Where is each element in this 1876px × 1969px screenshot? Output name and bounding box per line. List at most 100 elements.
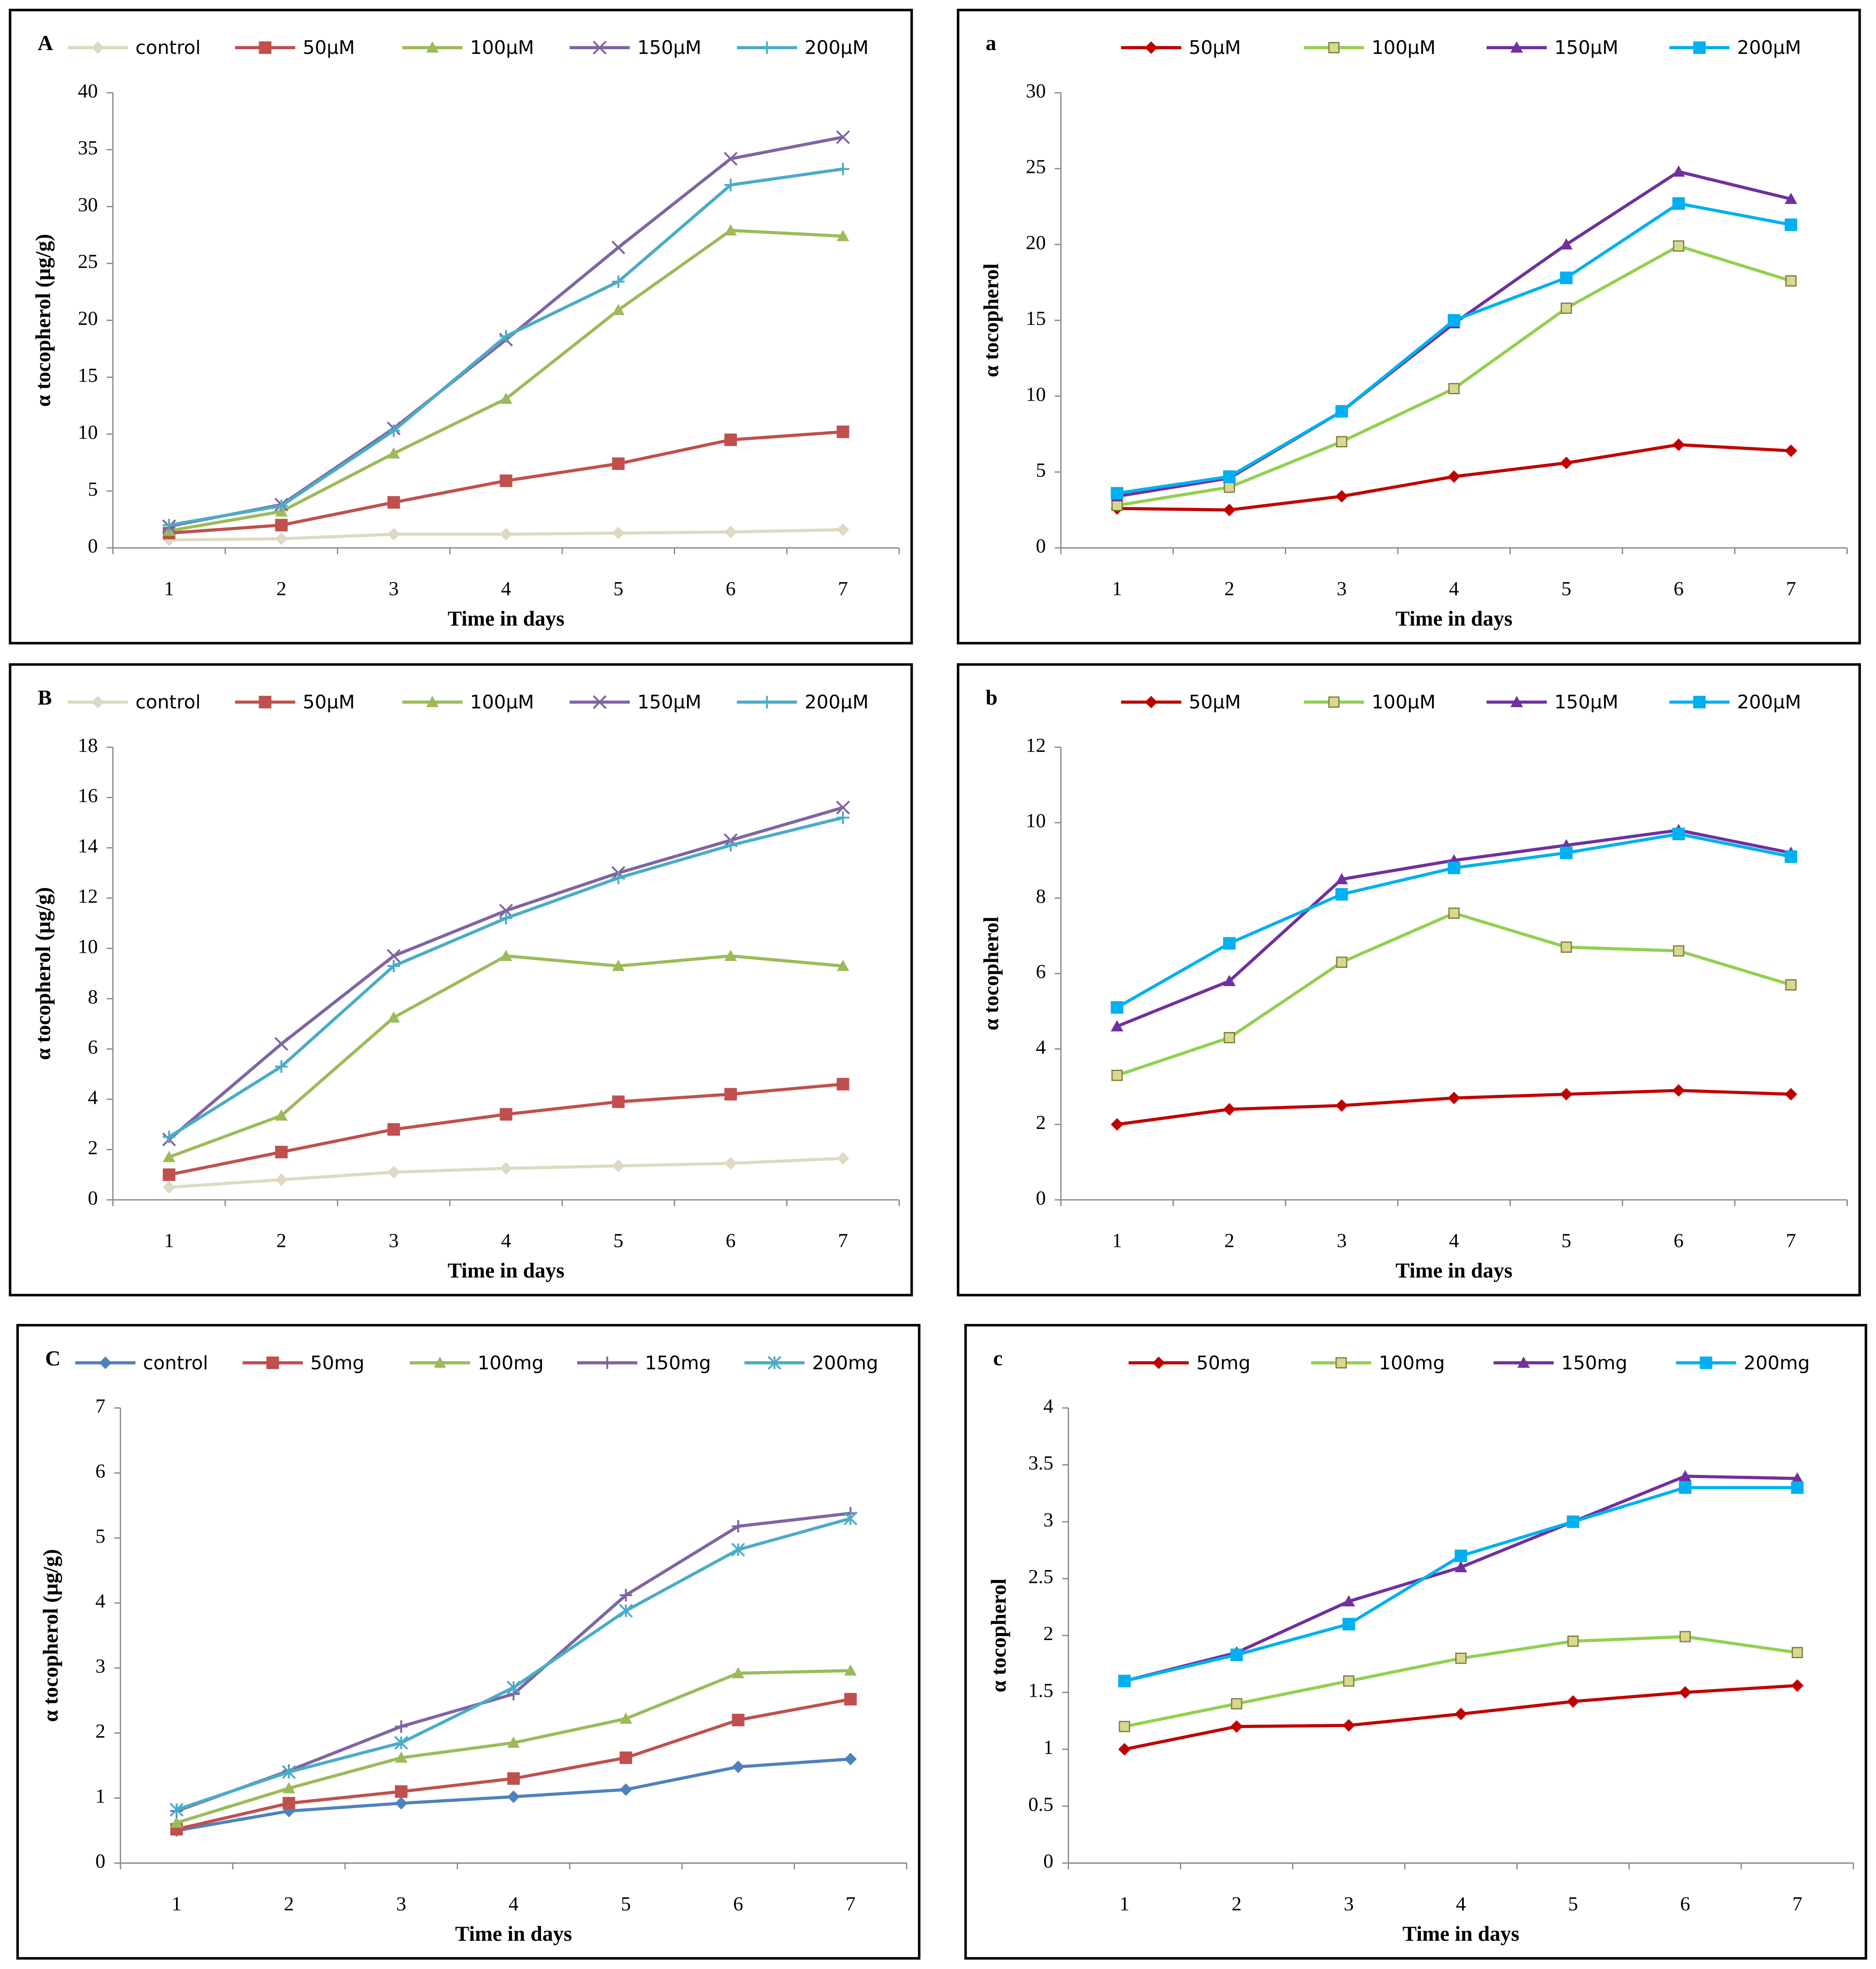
data-point (1223, 1103, 1236, 1116)
y-tick-label: 3.5 (1028, 1452, 1054, 1474)
legend-label: 100µM (1372, 691, 1436, 713)
data-point (1679, 1481, 1691, 1494)
y-tick-label: 30 (78, 193, 98, 216)
legend-label: 100µM (470, 691, 534, 713)
y-tick-label: 2 (1036, 1112, 1045, 1134)
data-point (1447, 470, 1460, 483)
data-point (500, 1108, 512, 1121)
data-point (1791, 1481, 1804, 1494)
data-point (1111, 487, 1123, 500)
legend-marker (1328, 696, 1340, 708)
series-line (168, 954, 843, 1159)
data-point (1223, 937, 1236, 950)
data-point (163, 1151, 176, 1162)
data-point (1335, 490, 1348, 503)
data-point (275, 1145, 288, 1159)
panel-frame (9, 663, 913, 1297)
data-point (387, 496, 400, 509)
data-point (387, 1011, 400, 1023)
series-line (1117, 244, 1792, 507)
data-point (1560, 1088, 1573, 1100)
data-point (1342, 1719, 1355, 1732)
y-tick-label: 15 (78, 364, 98, 387)
panel-label: b (986, 686, 998, 709)
data-point (1447, 862, 1460, 874)
y-tick-label: 6 (88, 1036, 98, 1058)
data-point (1335, 1099, 1348, 1112)
data-point (275, 532, 288, 545)
data-point (283, 1782, 295, 1794)
y-tick-label: 16 (78, 785, 98, 807)
data-point (387, 949, 401, 963)
chart-panel: c 0 0.5 1 1.5 2 2.5 3 3.5 4 1 2 3 4 5 6 7 Time in days α t… (964, 1324, 1867, 1960)
x-tick-label: 4 (501, 1229, 511, 1252)
y-tick-label: 4 (88, 1086, 98, 1109)
y-tick-label: 12 (1026, 734, 1046, 756)
data-point (1672, 827, 1685, 840)
data-point (724, 526, 737, 538)
panel-label: B (38, 686, 52, 709)
data-point (1336, 956, 1348, 968)
panel-frame (9, 9, 913, 645)
data-point (612, 457, 625, 470)
data-point (612, 303, 625, 315)
x-tick-label: 6 (733, 1893, 743, 1915)
legend-marker (767, 1356, 782, 1370)
legend-label: 100mg (477, 1352, 544, 1374)
data-point (1223, 470, 1236, 483)
x-axis-label: Time in days (447, 1258, 564, 1282)
data-point (1791, 1679, 1804, 1692)
y-tick-label: 18 (78, 734, 98, 756)
data-point (395, 1785, 408, 1798)
data-point (1335, 405, 1348, 418)
y-tick-label: 0 (95, 1850, 105, 1872)
data-point (1455, 1652, 1467, 1664)
y-tick-label: 8 (88, 986, 98, 1008)
legend-label: control (135, 691, 200, 713)
x-axis-label: Time in days (1396, 607, 1513, 630)
data-point (394, 1736, 408, 1750)
data-point (1454, 1561, 1468, 1573)
series-line (1124, 1475, 1798, 1683)
x-tick-label: 6 (726, 577, 736, 600)
y-tick-label: 25 (78, 250, 98, 273)
legend-label: 200µM (1737, 691, 1802, 713)
series-line (1117, 911, 1792, 1077)
legend-label: control (135, 37, 200, 59)
data-point (1560, 456, 1573, 470)
x-tick-label: 5 (1568, 1893, 1578, 1915)
data-point (387, 528, 400, 541)
data-point (500, 1162, 512, 1175)
data-point (163, 1130, 176, 1143)
data-point (724, 1157, 737, 1170)
legend-marker (259, 696, 271, 708)
data-point (1784, 444, 1797, 457)
data-point (724, 433, 737, 446)
data-point (1784, 850, 1797, 863)
y-tick-label: 4 (95, 1590, 105, 1612)
legend-label: 150µM (637, 691, 702, 713)
x-tick-label: 7 (838, 577, 848, 600)
y-tick-label: 1 (1043, 1736, 1053, 1758)
legend-marker (593, 695, 607, 709)
legend-marker (426, 41, 439, 53)
legend-label: 50mg (310, 1352, 365, 1374)
data-point (275, 1109, 288, 1121)
data-point (612, 1095, 625, 1108)
panel-label: c (993, 1346, 1003, 1370)
data-point (837, 163, 849, 175)
x-tick-label: 4 (1449, 577, 1459, 600)
y-tick-label: 15 (1026, 307, 1046, 330)
legend-marker (1152, 1356, 1165, 1369)
data-point (612, 275, 625, 288)
data-point (1784, 218, 1797, 231)
series-line (169, 167, 843, 527)
data-point (1343, 1675, 1355, 1687)
y-tick-label: 10 (78, 935, 98, 958)
data-point (1454, 1550, 1468, 1562)
y-tick-label: 10 (1026, 810, 1046, 832)
x-tick-label: 1 (172, 1893, 182, 1915)
x-tick-label: 5 (613, 1229, 623, 1252)
data-point (500, 528, 512, 541)
y-tick-label: 5 (88, 478, 98, 500)
